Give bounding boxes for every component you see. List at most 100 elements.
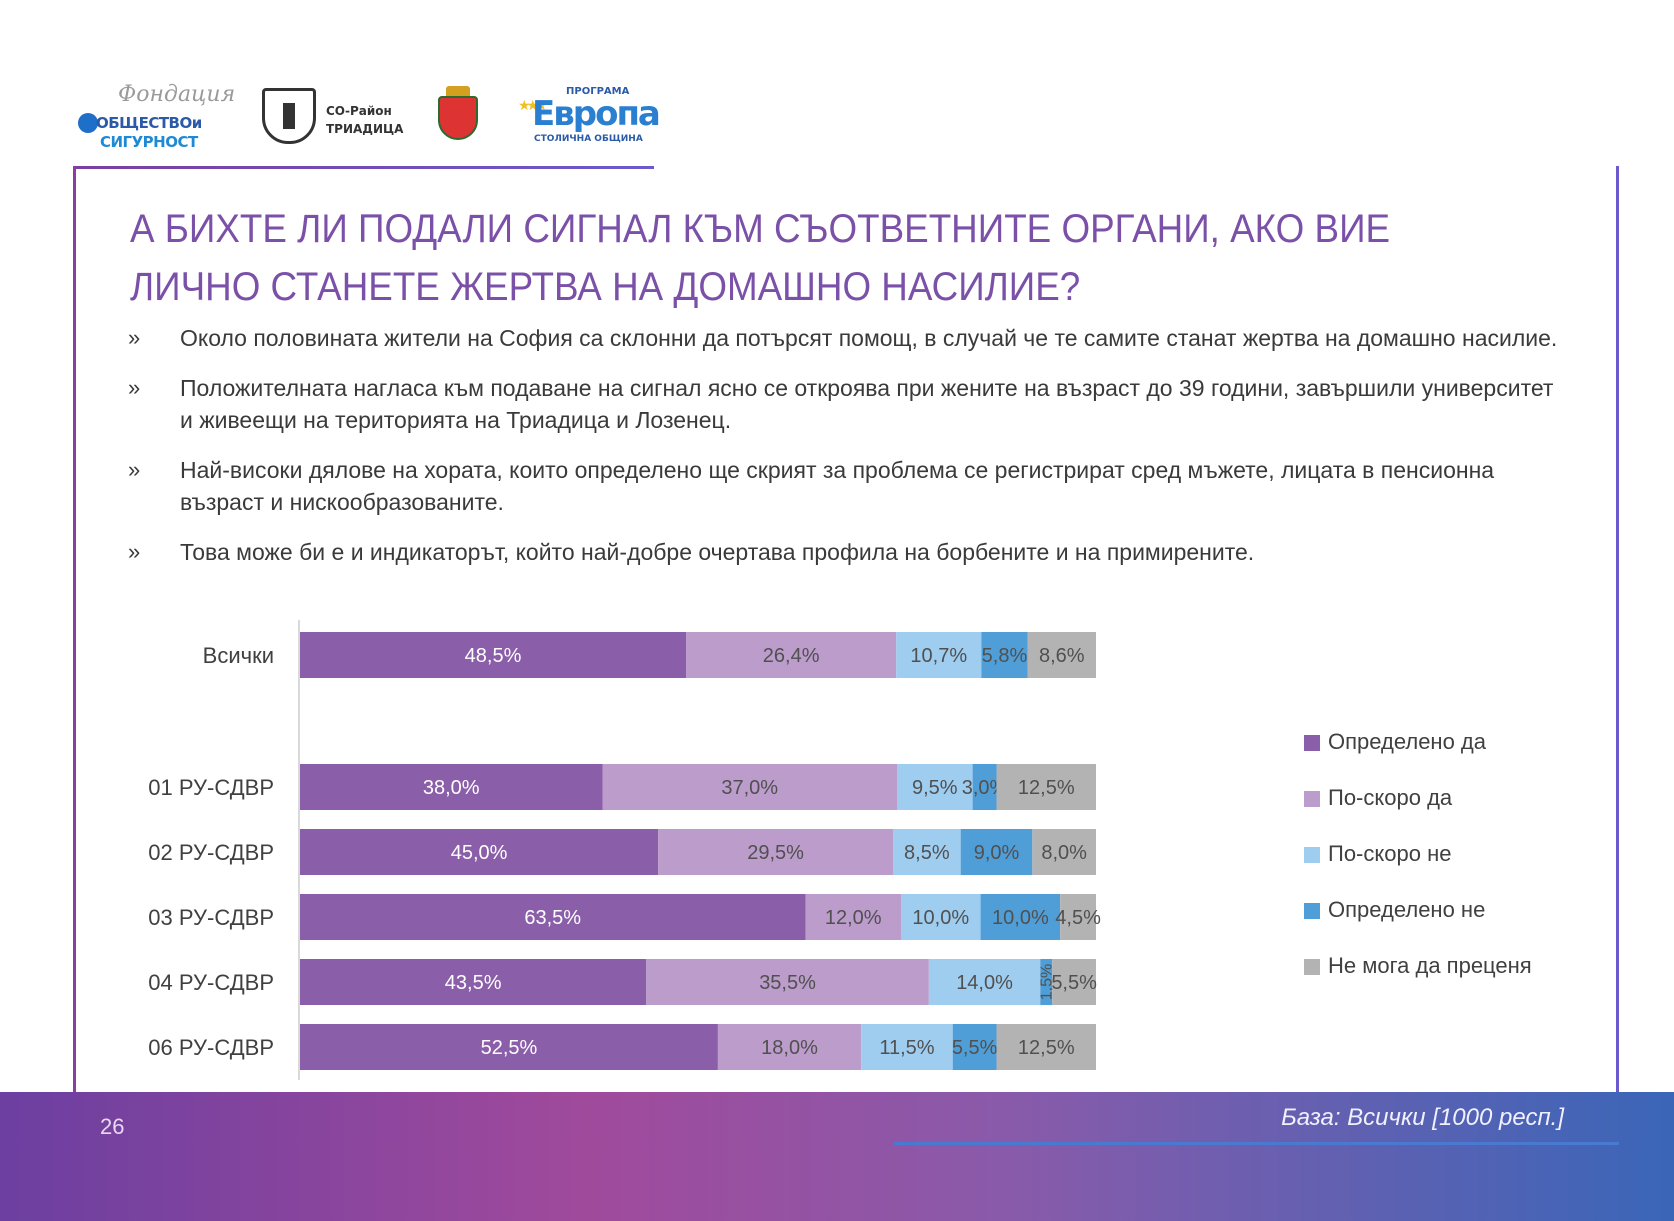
bar-segment [300, 894, 806, 940]
district-emblem-icon [262, 88, 316, 144]
category-label: 03 РУ-СДВР [148, 905, 274, 930]
data-label: 8,0% [1041, 842, 1087, 864]
bar-segment [893, 829, 961, 875]
bar-segment [602, 764, 897, 810]
chart-legend: Определено да По-скоро да По-скоро не Оп… [1304, 728, 1532, 1008]
data-label: 63,5% [524, 907, 581, 929]
foundation-script: Фондация [118, 82, 236, 107]
list-item: » Най-високи дялове на хората, които опр… [128, 454, 1568, 518]
base-underline [894, 1142, 1619, 1145]
base-note: База: Всички [1000 респ.] [1281, 1104, 1564, 1131]
legend-swatch [1304, 847, 1320, 863]
data-label: 48,5% [465, 645, 522, 667]
list-item: » Положителната нагласа към подаване на … [128, 372, 1568, 436]
category-label: Всички [203, 643, 274, 668]
data-label: 10,0% [992, 907, 1049, 929]
bar-segment [300, 1024, 718, 1070]
bar-segment [1032, 829, 1096, 875]
data-label: 1,5% [1038, 964, 1055, 1000]
bar-segment [897, 764, 973, 810]
category-label: 02 РУ-СДВР [148, 840, 274, 865]
data-label: 12,0% [825, 907, 882, 929]
bullet-marker: » [128, 457, 141, 482]
program-main: Европа [532, 94, 661, 134]
bar-segment [300, 632, 687, 678]
data-label: 4,5% [1055, 907, 1101, 929]
program-europe-logo: ★★★ ПРОГРАМА Европа СТОЛИЧНА ОБЩИНА [518, 86, 678, 146]
bar-segment [300, 829, 659, 875]
bar-segment [1040, 959, 1053, 1005]
data-label: 38,0% [423, 777, 480, 799]
bar-segment [928, 959, 1041, 1005]
legend-label: По-скоро да [1328, 785, 1453, 810]
bar-segment [1060, 894, 1096, 940]
bar-segment [952, 1024, 997, 1070]
bar-segment [1027, 632, 1096, 678]
frame-top-line [74, 166, 654, 169]
bullet-text: Най-високи дялове на хората, които опред… [180, 457, 1495, 515]
data-label: 26,4% [763, 645, 820, 667]
legend-item: Не мога да преценя [1304, 952, 1532, 1008]
data-label: 5,8% [982, 645, 1028, 667]
bar-segment [861, 1024, 953, 1070]
bar-segment [658, 829, 894, 875]
list-item: » Това може би е и индикаторът, който на… [128, 536, 1568, 568]
legend-item: По-скоро да [1304, 784, 1532, 840]
category-label: 01 РУ-СДВР [148, 775, 274, 800]
list-item: » Около половината жители на София са ск… [128, 322, 1568, 354]
district-line2: ТРИАДИЦА [326, 122, 404, 136]
page-title: А БИХТЕ ЛИ ПОДАЛИ СИГНАЛ КЪМ СЪОТВЕТНИТЕ… [130, 207, 1391, 309]
bullet-text: Около половината жители на София са скло… [180, 325, 1558, 351]
data-label: 10,7% [910, 645, 967, 667]
data-label: 3,0% [962, 777, 1008, 799]
bar-segment [900, 894, 981, 940]
bullet-marker: » [128, 539, 141, 564]
data-label: 12,5% [1018, 777, 1075, 799]
data-label: 10,0% [912, 907, 969, 929]
page-number: 26 [100, 1114, 125, 1139]
bullet-text: Това може би е и индикаторът, който най-… [180, 539, 1255, 565]
legend-swatch [1304, 959, 1320, 975]
district-logo: СО-Район ТРИАДИЦА [262, 88, 412, 148]
bullet-marker: » [128, 325, 141, 350]
legend-item: По-скоро не [1304, 840, 1532, 896]
bar-segment [981, 632, 1028, 678]
data-label: 12,5% [1018, 1037, 1075, 1059]
data-label: 29,5% [747, 842, 804, 864]
data-label: 45,0% [451, 842, 508, 864]
data-label: 9,5% [912, 777, 958, 799]
foundation-line1: ОБЩЕСТВОи [96, 114, 202, 132]
legend-label: По-скоро не [1328, 841, 1452, 866]
sofia-coat-of-arms-icon [432, 86, 484, 144]
program-top: ПРОГРАМА [566, 86, 630, 97]
bar-segment [686, 632, 897, 678]
district-line1: СО-Район [326, 104, 392, 118]
category-label: 04 РУ-СДВР [148, 970, 274, 995]
bar-segment [996, 764, 1096, 810]
frame-right-line [1616, 166, 1619, 1146]
data-label: 11,5% [879, 1037, 934, 1059]
category-label: 06 РУ-СДВР [148, 1035, 274, 1060]
data-label: 8,6% [1039, 645, 1085, 667]
data-label: 14,0% [956, 972, 1013, 994]
legend-label: Определено не [1328, 897, 1486, 922]
bar-segment [1052, 959, 1096, 1005]
program-bottom: СТОЛИЧНА ОБЩИНА [534, 134, 643, 144]
data-label: 18,0% [761, 1037, 818, 1059]
bar-segment [646, 959, 929, 1005]
bar-segment [980, 894, 1061, 940]
legend-label: Не мога да преценя [1328, 953, 1532, 978]
legend-swatch [1304, 735, 1320, 751]
bullet-marker: » [128, 375, 141, 400]
bullet-list: » Около половината жители на София са ск… [128, 322, 1568, 586]
data-label: 5,5% [952, 1037, 998, 1059]
bar-segment [300, 959, 647, 1005]
frame-left-line [73, 166, 76, 1146]
data-label: 8,5% [904, 842, 950, 864]
data-label: 5,5% [1051, 972, 1097, 994]
foundation-logo: Фондация ОБЩЕСТВОи СИГУРНОСТ [78, 82, 235, 151]
stars-icon: ★★★ [518, 98, 548, 114]
legend-swatch [1304, 791, 1320, 807]
logos: Фондация ОБЩЕСТВОи СИГУРНОСТ СО-Район ТР… [78, 82, 678, 162]
bar-segment [805, 894, 901, 940]
